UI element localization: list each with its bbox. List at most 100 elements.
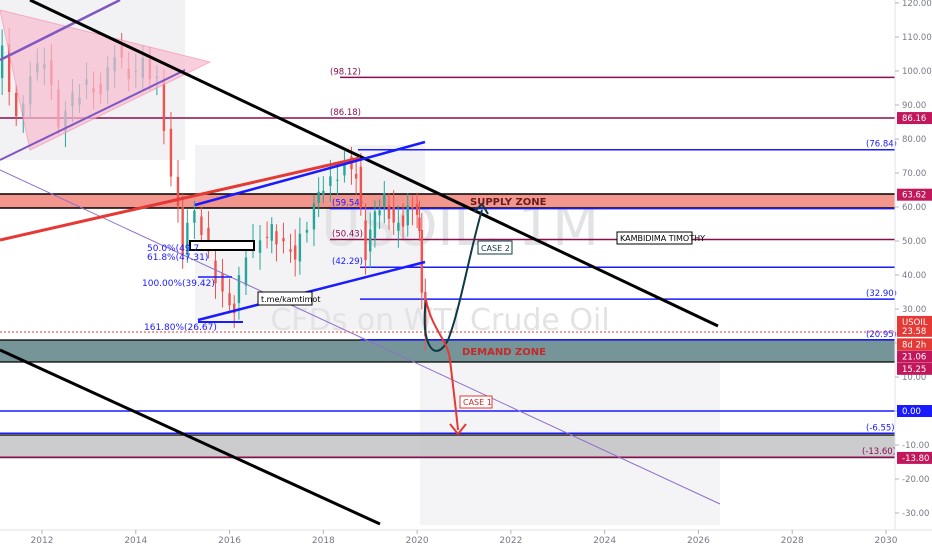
y-tick-label: -30.00 <box>902 509 929 519</box>
candle-body <box>186 222 189 255</box>
y-tick-label: 50.00 <box>902 237 926 247</box>
candle-body <box>221 273 224 292</box>
candle-body <box>214 260 217 284</box>
candle-body <box>336 179 339 181</box>
price-badge <box>897 362 932 375</box>
candle-body <box>418 217 421 231</box>
fib-label-618: 61.8%(47.31) <box>147 253 208 263</box>
candle-body <box>397 222 400 231</box>
purple-channel-line-bottom <box>0 69 186 161</box>
candle-body <box>233 303 236 314</box>
link-box <box>257 291 313 306</box>
case2-label: CASE 2 <box>481 244 510 253</box>
x-tick-label: 2016 <box>218 536 241 546</box>
price-level-label: (59.54) <box>332 199 363 209</box>
price-badge-label: 15.25 <box>902 365 926 375</box>
candle-body <box>387 205 391 219</box>
fib-label-100: 100.00%(39.42) <box>142 279 215 289</box>
candle-body <box>193 210 196 223</box>
price-level-label: (42.29) <box>332 257 363 267</box>
link-label: t.me/kamtimot <box>261 295 320 304</box>
price-badge <box>897 405 932 417</box>
y-tick-label: -10.00 <box>902 441 929 451</box>
x-tick-label: 2028 <box>781 536 804 546</box>
case2-arrow-head <box>473 202 489 215</box>
candle-body <box>369 229 372 252</box>
candle-body <box>162 80 166 131</box>
price-badge <box>897 338 932 351</box>
price-badge-label: USOIL <box>902 318 928 328</box>
candle-body <box>317 191 320 203</box>
price-badge-label: -13.80 <box>902 454 929 464</box>
y-tick-label: 40.00 <box>902 271 926 281</box>
time-axis[interactable]: 2012 2014 2016 2018 2020 2022 2024 2026 2028 2030 <box>31 530 898 546</box>
candle-body <box>373 211 377 239</box>
red-trend-line <box>0 156 361 242</box>
fib-label-1618: 161.80%(26.67) <box>144 323 217 333</box>
y-tick-label: 30.00 <box>902 305 926 315</box>
candle-body <box>294 245 297 260</box>
candle-body <box>406 205 409 226</box>
price-level-label: (98.12) <box>330 67 361 77</box>
candle-body <box>176 176 180 207</box>
x-tick-label: 2014 <box>124 536 147 546</box>
candle-body <box>298 233 302 262</box>
x-tick-label: 2018 <box>312 536 335 546</box>
channel-upper-line <box>29 0 719 328</box>
x-tick-label: 2020 <box>406 536 429 546</box>
price-level-label: (50.43) <box>332 230 363 240</box>
candle-body <box>244 257 248 286</box>
candle-body <box>228 293 231 306</box>
price-badge-label: 21.06 <box>902 353 926 363</box>
candle-body <box>411 206 414 209</box>
y-tick-label: 120.00 <box>902 0 932 9</box>
x-tick-label: 2024 <box>593 536 616 546</box>
price-badge <box>897 350 932 363</box>
candle-body <box>312 203 316 230</box>
price-badge <box>897 451 932 464</box>
candle-body <box>237 275 241 304</box>
y-tick-label: 90.00 <box>902 101 926 111</box>
y-tick-label: 80.00 <box>902 135 926 145</box>
price-level-label: (-6.55) <box>866 423 895 433</box>
case1-label: CASE 1 <box>463 398 492 407</box>
candle-body <box>282 238 285 242</box>
case1-projection-bg <box>420 340 720 525</box>
candle-body <box>275 231 278 245</box>
candle-body <box>181 207 184 255</box>
price-badge-label: 8d 2h <box>902 340 926 350</box>
price-badge-label: 23.58 <box>902 327 926 337</box>
time-axis-bg <box>0 530 932 550</box>
x-tick-label: 2030 <box>875 536 898 546</box>
case2-box <box>477 240 513 255</box>
candle-body <box>169 128 173 177</box>
negative-zone <box>0 435 895 459</box>
y-tick-label: 110.00 <box>902 33 932 43</box>
case2-forecast-path <box>423 209 483 352</box>
channel-lower-line <box>0 348 381 526</box>
author-label: KAMBIDIMA TIMOTHY <box>620 234 705 243</box>
candle-body <box>354 173 358 179</box>
fib-label-50: 50.0%(49.7 <box>147 244 199 254</box>
candle-body <box>329 176 332 186</box>
candle-body <box>343 160 346 176</box>
x-tick-label: 2012 <box>31 536 54 546</box>
price-axis[interactable]: 120.00 110.00 100.00 90.00 80.00 70.00 60.00 50… <box>895 0 932 519</box>
candle-body <box>322 190 325 195</box>
price-badge-label: 0.00 <box>902 407 921 417</box>
horizontal-levels: (98.12) (86.18) (76.84) (59.54) (50.43) (42.2… <box>0 67 897 458</box>
candle-body <box>420 229 423 293</box>
purple-channel-line-top <box>0 0 121 62</box>
candle-body <box>415 203 419 215</box>
candle-body <box>0 45 4 79</box>
candle-body <box>392 207 395 223</box>
supply-zone <box>0 194 895 208</box>
price-level-label: (76.84) <box>866 140 897 150</box>
price-badge-label: 86.16 <box>902 114 926 124</box>
candle-body <box>359 166 363 208</box>
x-tick-label: 2026 <box>687 536 710 546</box>
y-tick-label: 10.00 <box>902 373 926 383</box>
candle-body <box>270 224 273 241</box>
